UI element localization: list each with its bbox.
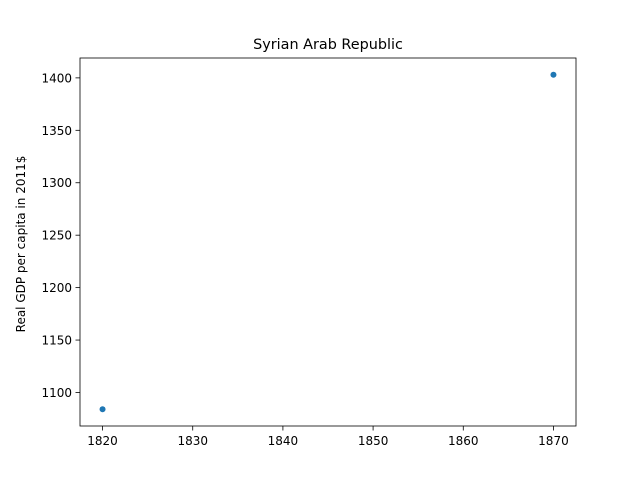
- y-axis-title: Real GDP per capita in 2011$: [14, 156, 28, 333]
- x-tick-label: 1850: [358, 434, 389, 448]
- x-tick-label: 1840: [268, 434, 299, 448]
- data-point: [99, 406, 106, 413]
- y-tick-label: 1250: [41, 229, 72, 243]
- x-tick-label: 1870: [538, 434, 569, 448]
- plot-area: 1820 1830 1840 1850 1860 1870 1100 1150 1200 1250…: [41, 57, 577, 448]
- x-tick-label: 1860: [448, 434, 479, 448]
- x-tick-label: 1820: [87, 434, 118, 448]
- y-tick-label: 1100: [41, 386, 72, 400]
- y-tick-label: 1150: [41, 334, 72, 348]
- y-tick-label: 1300: [41, 176, 72, 190]
- y-tick-label: 1200: [41, 281, 72, 295]
- y-tick-label: 1400: [41, 71, 72, 85]
- x-tick-label: 1830: [177, 434, 208, 448]
- plot-frame: [79, 57, 577, 427]
- chart-title: Syrian Arab Republic: [253, 37, 403, 53]
- data-point: [550, 71, 557, 78]
- y-tick-label: 1350: [41, 124, 72, 138]
